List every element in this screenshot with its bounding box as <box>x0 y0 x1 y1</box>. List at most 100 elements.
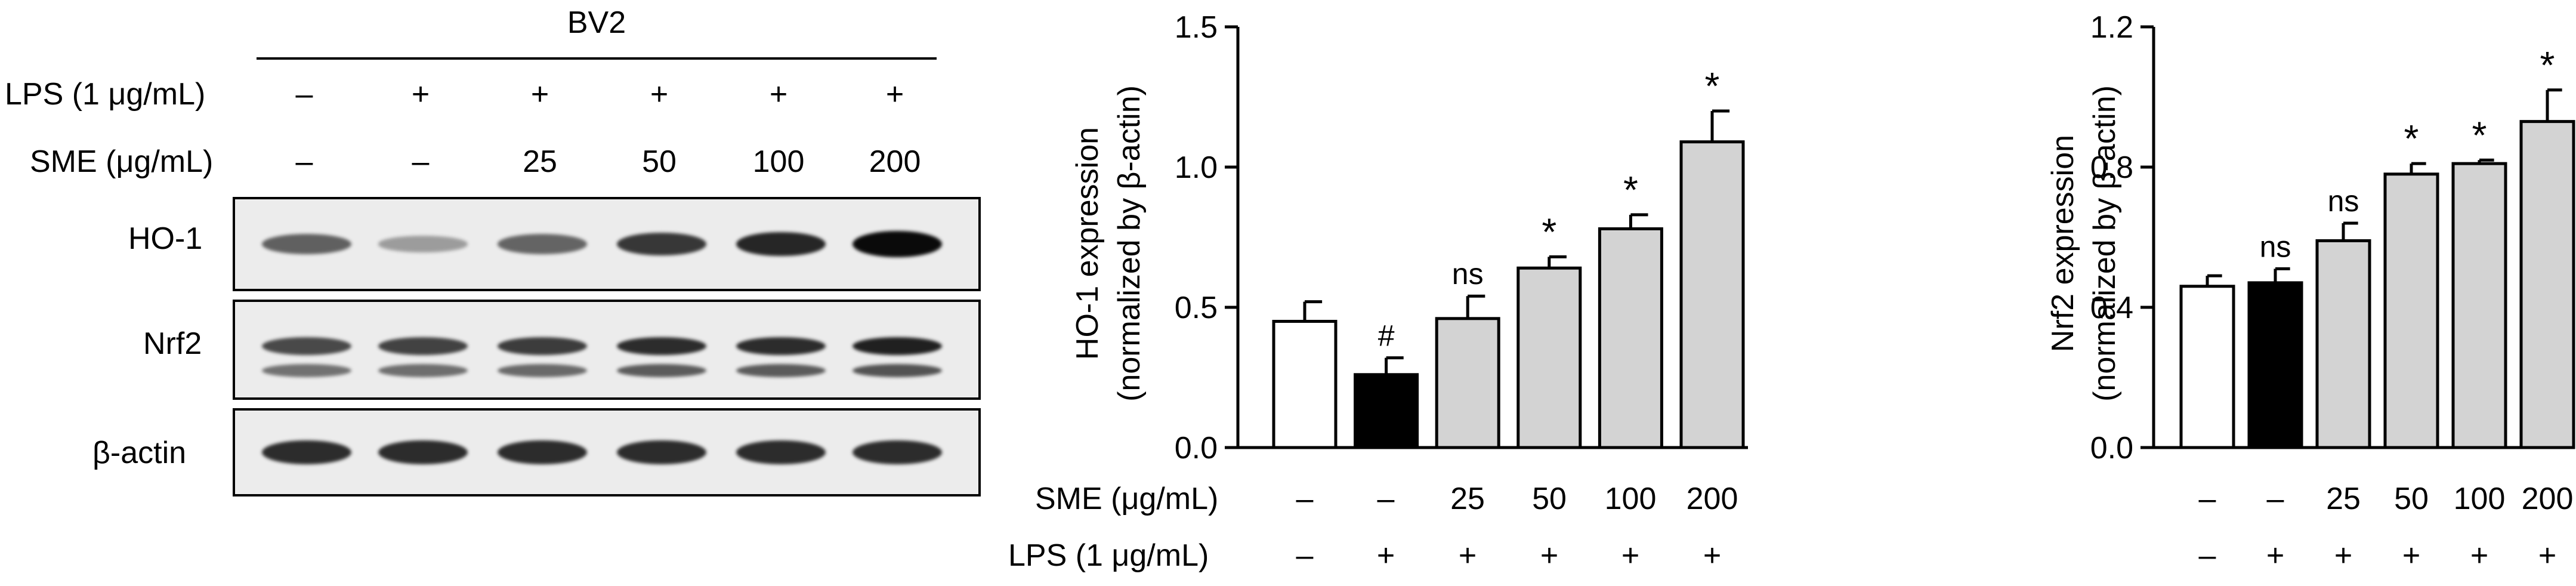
ho1-sme-value: 100 <box>1604 482 1657 516</box>
ho1-y-tick-label: 1.5 <box>1175 10 1218 45</box>
blot-image-bactin <box>233 408 981 496</box>
nrf2-sme-value: 100 <box>2453 482 2506 516</box>
ho1-significance-label: * <box>1542 210 1556 253</box>
ho1-chart: HO-1 expression (normalized by β-actin) … <box>1070 10 1748 465</box>
ho1-sme-value: 50 <box>1532 482 1567 516</box>
blot-band <box>736 232 826 257</box>
ho1-y-tick-label: 0.5 <box>1175 291 1218 325</box>
blot-band <box>853 337 942 355</box>
nrf2-ylabel-line2: (normalized by β-actin) <box>2087 85 2122 402</box>
blot-band <box>378 337 468 355</box>
blot-band <box>262 233 351 255</box>
ho1-significance-label: * <box>1623 168 1638 211</box>
nrf2-lps-value: + <box>2402 538 2421 573</box>
blot-sme-value: 200 <box>869 144 921 179</box>
nrf2-ylabel-line1: Nrf2 expression <box>2046 135 2080 352</box>
blot-image-nrf2 <box>233 300 981 400</box>
nrf2-significance-label: * <box>2472 113 2487 156</box>
blot-lps-value: + <box>411 77 430 112</box>
blot-band <box>853 231 942 257</box>
ho1-lps-value: + <box>1540 538 1559 573</box>
ho1-lps-row-label: LPS (1 μg/mL) <box>1008 538 1209 573</box>
ho1-significance-label: # <box>1378 319 1395 353</box>
nrf2-significance-label: ns <box>2328 184 2359 218</box>
ho1-bar <box>1272 320 1338 449</box>
nrf2-lps-value: + <box>2334 538 2353 573</box>
blot-lps-value: + <box>530 77 549 112</box>
blot-band <box>498 440 587 465</box>
blot-lps-value: + <box>650 77 669 112</box>
nrf2-lps-value: + <box>2538 538 2557 573</box>
nrf2-significance-label: * <box>2404 117 2419 160</box>
ho1-lps-value: – <box>1296 538 1314 573</box>
blot-sme-value: 25 <box>523 144 557 179</box>
nrf2-lps-value: + <box>2266 538 2285 573</box>
blot-band <box>498 364 587 378</box>
blot-band <box>617 440 706 465</box>
nrf2-bar <box>2179 285 2235 449</box>
nrf2-y-tick-label: 0.4 <box>2090 291 2133 325</box>
ho1-y-tick-label: 0.0 <box>1175 431 1218 465</box>
blot-band <box>617 337 706 355</box>
nrf2-chart: Nrf2 expression (normalized by β-actin) … <box>2046 10 2575 465</box>
blot-band <box>378 236 468 252</box>
blot-band <box>617 364 706 378</box>
nrf2-bar <box>2383 172 2439 449</box>
nrf2-lps-value: – <box>2198 538 2216 573</box>
blot-sme-value: – <box>412 144 430 179</box>
blot-lps-value: + <box>769 77 788 112</box>
blot-band <box>498 337 587 355</box>
blot-lps-value: + <box>885 77 904 112</box>
nrf2-sme-value: 25 <box>2326 482 2361 516</box>
nrf2-bar <box>2451 162 2507 449</box>
blot-image-ho1 <box>233 197 981 291</box>
blot-band <box>853 364 942 378</box>
ho1-y-tick-label: 1.0 <box>1175 150 1218 185</box>
ho1-lps-value: + <box>1376 538 1395 573</box>
nrf2-bar <box>2315 239 2371 449</box>
ho1-bar <box>1516 266 1582 449</box>
nrf2-bar <box>2519 120 2575 449</box>
nrf2-bar <box>2247 281 2303 449</box>
nrf2-sme-value: – <box>2198 482 2216 516</box>
blot-band <box>736 364 826 378</box>
ho1-sme-value: – <box>1296 482 1314 516</box>
ho1-lps-value: + <box>1703 538 1722 573</box>
nrf2-y-tick-label: 0.8 <box>2090 150 2133 185</box>
blot-band <box>617 232 706 256</box>
blot-sme-value: 50 <box>642 144 677 179</box>
nrf2-significance-label: * <box>2540 44 2555 87</box>
blot-row-label-bactin: β-actin <box>92 436 187 470</box>
ho1-ylabel-line2: (normalized by β-actin) <box>1112 85 1147 402</box>
blot-band <box>378 364 468 378</box>
blot-sme-value: – <box>295 144 313 179</box>
ho1-sme-value: – <box>1377 482 1395 516</box>
blot-row-label-nrf2: Nrf2 <box>143 326 202 361</box>
blot-row-label-ho1: HO-1 <box>128 221 203 256</box>
blot-band <box>736 337 826 355</box>
ho1-significance-label: * <box>1705 64 1720 107</box>
blot-band <box>736 440 826 465</box>
blot-band <box>498 234 587 254</box>
ho1-bar <box>1679 140 1745 449</box>
ho1-sme-value: 200 <box>1686 482 1738 516</box>
nrf2-y-tick-label: 0.0 <box>2090 431 2133 465</box>
ho1-bar <box>1598 227 1663 449</box>
nrf2-sme-value: 50 <box>2394 482 2429 516</box>
cell-line-underline <box>257 57 937 60</box>
nrf2-significance-label: ns <box>2260 230 2291 263</box>
ho1-significance-label: ns <box>1452 257 1484 291</box>
blot-band <box>853 440 942 465</box>
ho1-bar <box>1354 373 1419 449</box>
blot-band <box>262 440 351 465</box>
blot-lps-label: LPS (1 μg/mL) <box>5 77 206 112</box>
ho1-ylabel-line1: HO-1 expression <box>1070 127 1105 360</box>
ho1-sme-row-label: SME (μg/mL) <box>1035 482 1219 516</box>
blot-band <box>262 337 351 355</box>
blot-sme-label: SME (μg/mL) <box>30 144 214 179</box>
ho1-lps-value: + <box>1458 538 1477 573</box>
nrf2-lps-value: + <box>2470 538 2489 573</box>
blot-band <box>378 440 468 465</box>
ho1-bar <box>1435 317 1500 449</box>
